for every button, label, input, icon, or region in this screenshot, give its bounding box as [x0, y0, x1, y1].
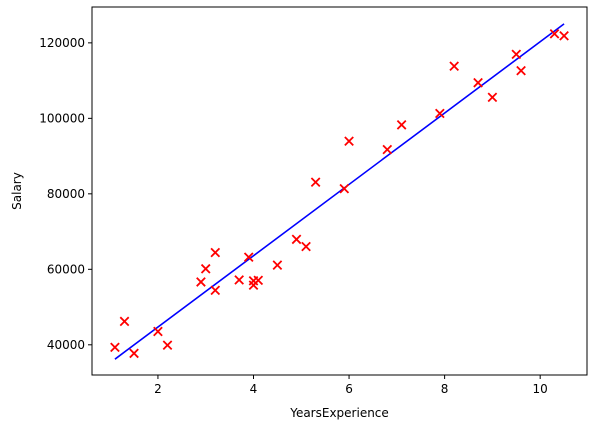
data-point — [449, 61, 460, 72]
data-point — [119, 316, 130, 327]
regression-line — [114, 23, 565, 360]
y-tick-label: 120000 — [39, 36, 85, 50]
data-point — [301, 241, 311, 252]
y-tick-label: 60000 — [47, 262, 85, 276]
data-point — [511, 49, 522, 60]
data-point — [382, 144, 393, 155]
data-point — [272, 260, 283, 270]
x-tick-label: 10 — [533, 382, 548, 396]
y-axis-label: Salary — [10, 172, 24, 210]
data-point — [234, 275, 244, 285]
data-point — [253, 275, 264, 286]
x-tick-label: 2 — [154, 382, 162, 396]
data-point — [435, 108, 445, 119]
y-axis-ticks: 40000 60000 80000 100000 120000 — [39, 36, 92, 352]
data-point — [310, 177, 321, 188]
y-tick-label: 40000 — [47, 338, 85, 352]
y-tick-label: 80000 — [47, 187, 85, 201]
data-point — [396, 120, 407, 130]
data-point — [196, 277, 206, 287]
data-point — [559, 30, 569, 41]
data-point — [153, 326, 163, 337]
data-point — [291, 234, 302, 245]
data-point — [339, 183, 350, 194]
data-point — [243, 252, 254, 263]
x-axis-label: YearsExperience — [289, 406, 389, 420]
data-point — [516, 65, 526, 76]
regression-line-layer — [114, 23, 565, 360]
data-point — [210, 285, 221, 296]
data-point — [210, 247, 221, 258]
data-point — [344, 136, 354, 147]
data-point — [110, 342, 120, 353]
y-tick-label: 100000 — [39, 111, 85, 125]
data-point — [129, 348, 139, 359]
x-tick-label: 4 — [250, 382, 258, 396]
data-point — [200, 263, 211, 274]
data-points-layer — [110, 28, 569, 359]
data-point — [549, 28, 560, 39]
data-point — [473, 77, 483, 88]
x-tick-label: 8 — [441, 382, 449, 396]
data-point — [162, 340, 173, 351]
x-tick-label: 6 — [345, 382, 353, 396]
data-point — [487, 92, 498, 103]
x-axis-ticks: 2 4 6 8 10 — [154, 375, 548, 396]
plot-frame — [91, 6, 588, 376]
